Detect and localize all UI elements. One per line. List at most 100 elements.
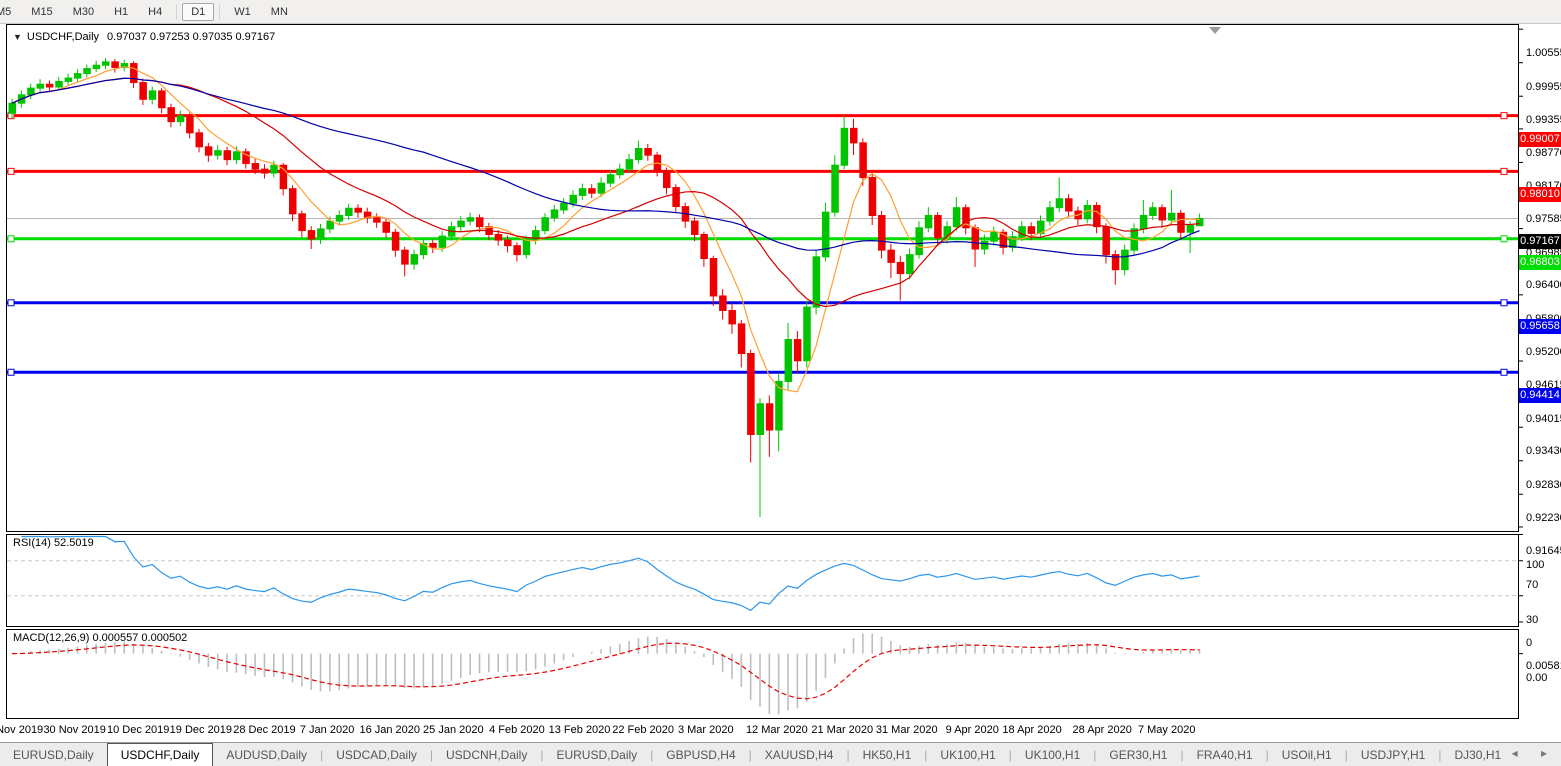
candle-body [354,207,362,213]
price-chart-canvas[interactable] [0,24,1561,742]
chart-menu-arrow-icon[interactable]: ▼ [13,32,22,42]
timeframe-button-h1[interactable]: H1 [114,5,129,18]
candle-body [634,147,643,161]
timeframe-button-d1[interactable]: D1 [182,2,215,21]
hline-handle-left-2 [7,235,15,243]
date-axis-label: 16 Jan 2020 [359,724,421,736]
hline-price-badge[interactable]: 0.94414 [1519,388,1561,404]
tab-uk100-h1[interactable]: UK100,H1 [940,748,996,762]
timeframe-button-mn[interactable]: MN [270,5,288,18]
candle-body [625,159,634,170]
macd-label: MACD(12,26,9) [13,632,90,644]
candle-body [242,151,250,165]
hline-price-badge[interactable]: 0.95658 [1519,318,1561,334]
date-axis-label: 21 Nov 2019 [0,724,44,736]
candle-body [317,228,325,240]
candle-body [326,220,334,230]
candle-body [541,217,549,232]
hline-price-badge[interactable]: 0.99007 [1519,131,1561,147]
candle-body [728,309,736,325]
date-axis-label: 7 May 2020 [1137,724,1196,736]
rsi-axis-label: 100 [1526,558,1545,571]
candle-body [1093,204,1101,228]
tab-usdjpy-h1[interactable]: USDJPY,H1 [1360,748,1426,762]
tab-eurusd-daily[interactable]: EURUSD,Daily [13,748,94,762]
price-axis-label: 0.94015 [1526,412,1561,425]
candle-body [784,339,793,382]
candle-body [1195,217,1204,227]
candle-body [821,211,830,258]
tabbar-scroll-arrows[interactable]: ◂ ▸ [1511,746,1557,760]
candle-body [756,403,764,435]
candle-body [429,242,437,248]
candle-body [513,245,521,256]
candle-body [45,83,54,88]
timeframe-button-m5[interactable]: M5 [0,5,12,18]
candle-body [195,132,203,148]
tab-separator: | [1265,748,1269,762]
candle-body [139,82,147,100]
candle-body [27,87,35,96]
candle-body [971,227,980,250]
candle-body [663,170,671,189]
candle-body [214,150,222,156]
candle-body [700,233,708,260]
candle-body [64,77,73,82]
candle-body [868,177,877,217]
tab-hk50-h1[interactable]: HK50,H1 [862,748,912,762]
rsi-axis-label: 0 [1526,636,1533,649]
tab-eurusd-daily[interactable]: EURUSD,Daily [556,748,638,762]
rsi-label: RSI(14) [13,537,51,549]
timeframe-button-w1[interactable]: W1 [234,5,251,18]
tab-fra40-h1[interactable]: FRA40,H1 [1196,748,1253,762]
candle-body [494,233,503,241]
candle-body [859,142,867,179]
rsi-value: 52.5019 [53,537,94,549]
candle-body [130,63,138,84]
timeframe-toolbar: M5 M15 M30 H1 H4 D1 W1 MN [0,0,1561,24]
candle-body [990,231,998,242]
timeframe-button-m15[interactable]: M15 [31,5,53,18]
hline-handle-right-2 [1500,235,1508,243]
tab-usdcnh-daily[interactable]: USDCNH,Daily [446,748,528,762]
date-axis-label: 7 Jan 2020 [299,724,355,736]
candle-body [36,83,45,89]
candle-body [719,295,727,311]
timeframe-button-m30[interactable]: M30 [72,5,95,18]
candle-body [307,230,316,240]
tab-xauusd-h4[interactable]: XAUUSD,H4 [764,748,834,762]
tab-dj30-h1[interactable]: DJ30,H1 [1454,748,1502,762]
tab-audusd-daily[interactable]: AUDUSD,Daily [226,748,308,762]
rsi-pane-bg [6,534,1519,627]
tab-uk100-h1[interactable]: UK100,H1 [1024,748,1081,762]
candle-body [924,215,933,229]
candle-body [1055,198,1064,209]
tab-usdchf-daily[interactable]: USDCHF,Daily [106,743,214,766]
tab-usoil-h1[interactable]: USOil,H1 [1281,748,1332,762]
candle-body [1167,212,1176,221]
hline-price-badge[interactable]: 0.98010 [1519,187,1561,203]
tab-ger30-h1[interactable]: GER30,H1 [1109,748,1168,762]
chart-ohlc-values: 0.97037 0.97253 0.97035 0.97167 [107,31,276,43]
date-axis-label: 9 Apr 2020 [945,724,999,736]
tab-separator: | [924,748,928,762]
candle-body [840,127,849,166]
toolbar-separator [176,3,178,20]
candle-body [223,150,232,161]
candle-body [391,231,400,251]
candle-body [522,239,531,256]
timeframe-button-h4[interactable]: H4 [148,5,163,18]
candle-body [1186,225,1195,233]
hline-price-badge[interactable]: 0.96803 [1519,254,1561,270]
date-axis-label: 3 Mar 2020 [677,724,734,736]
tab-gbpusd-h4[interactable]: GBPUSD,H4 [666,748,736,762]
tab-usdcad-daily[interactable]: USDCAD,Daily [336,748,417,762]
candle-body [1018,226,1026,238]
tab-separator: | [1438,748,1442,762]
tab-separator: | [846,748,850,762]
rsi-pane-title: RSI(14) 52.5019 [13,537,94,549]
